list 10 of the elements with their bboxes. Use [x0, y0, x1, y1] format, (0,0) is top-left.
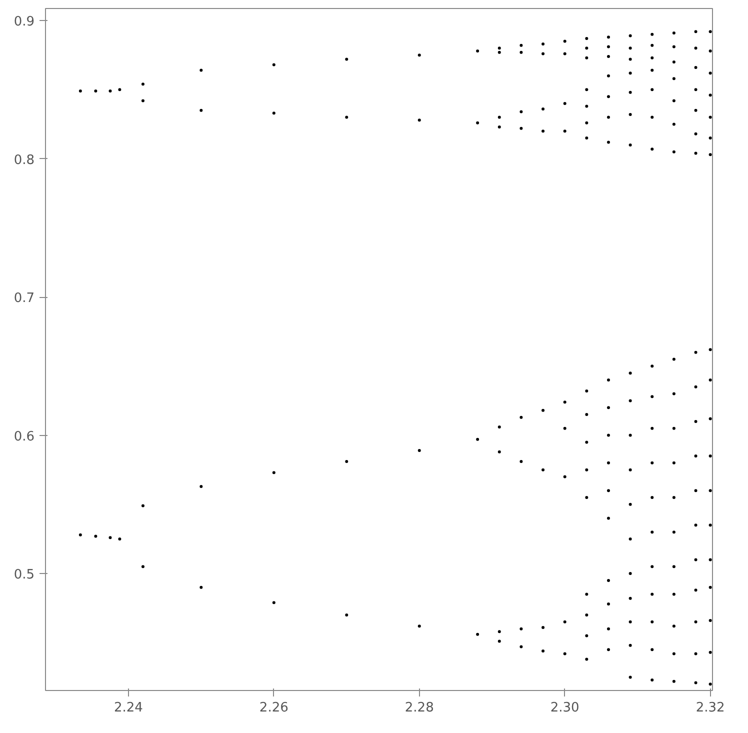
y-tick-label: 0.6 [14, 429, 35, 444]
x-tick-label: 2.26 [259, 700, 288, 716]
y-tick-label: 0.8 [14, 152, 35, 168]
y-tick-label: 0.5 [14, 568, 35, 583]
y-tick-label: 0.7 [14, 291, 35, 306]
y-tick-label: 0.9 [14, 14, 35, 30]
x-tick-label: 2.24 [114, 700, 143, 716]
x-tick-label: 2.32 [696, 700, 725, 716]
x-tick-label: 2.30 [550, 700, 580, 716]
x-tick-label: 2.28 [404, 700, 434, 716]
